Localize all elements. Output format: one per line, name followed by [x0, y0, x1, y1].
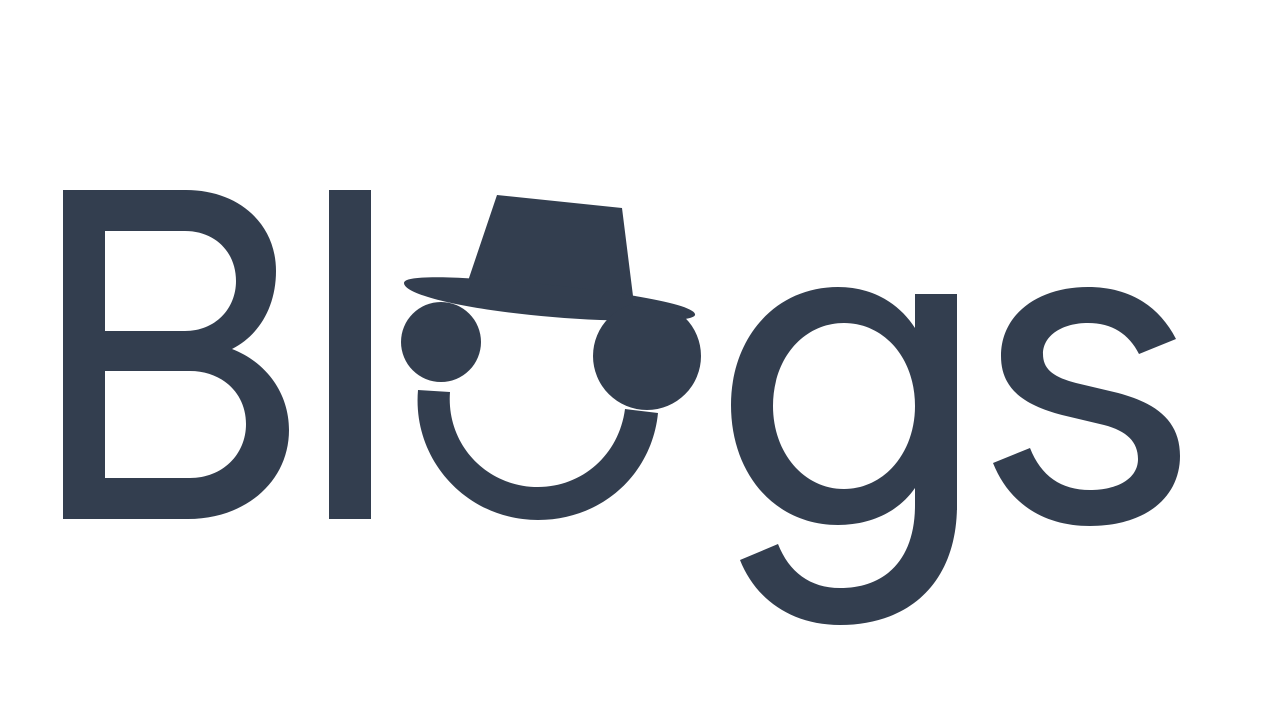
letter-l — [329, 190, 371, 519]
right-eye-icon — [593, 302, 701, 410]
letter-s — [993, 287, 1180, 526]
hat-icon — [404, 195, 696, 321]
letter-b — [63, 190, 289, 519]
smile-icon — [417, 390, 658, 520]
left-eye-icon — [401, 302, 481, 382]
letter-g — [731, 287, 957, 625]
